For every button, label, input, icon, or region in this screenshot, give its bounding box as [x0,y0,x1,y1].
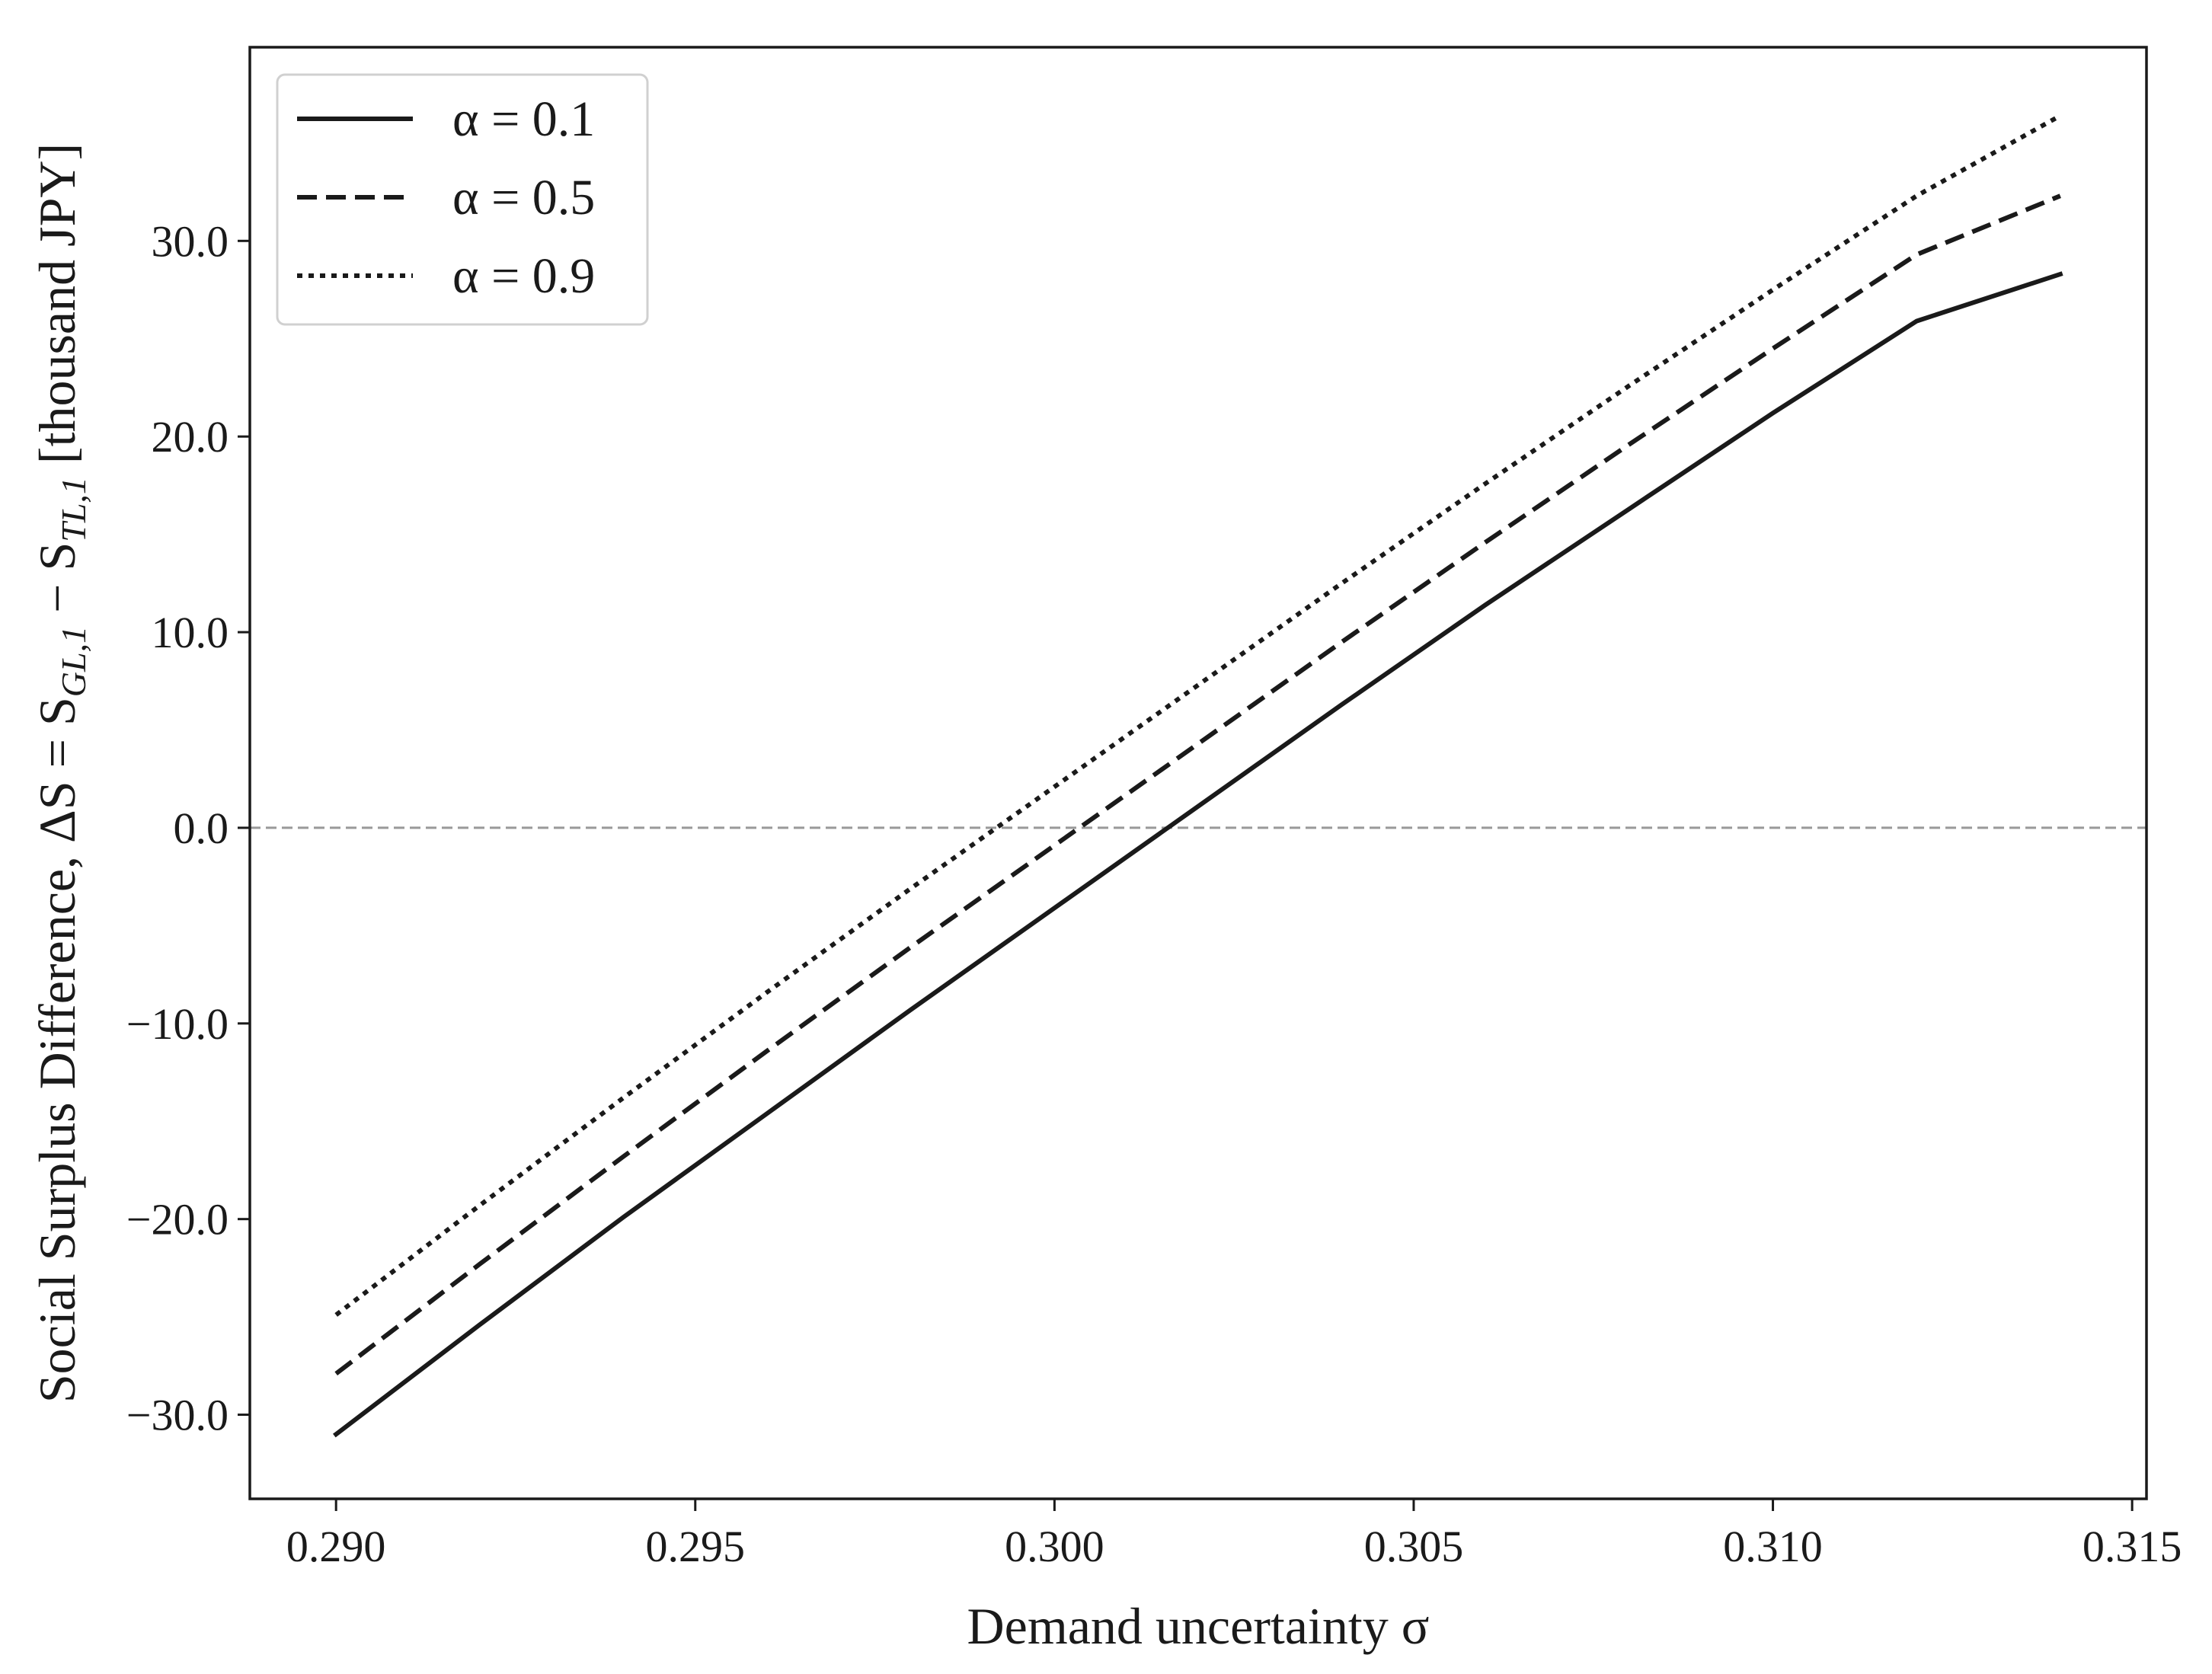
y-tick-label: −30.0 [126,1391,229,1440]
y-axis-label-subscript: GL,1 [54,626,93,697]
y-tick-label: 20.0 [152,412,229,462]
x-tick-label: 0.315 [2083,1522,2182,1571]
x-tick-label: 0.295 [646,1522,746,1571]
legend-box [276,73,649,326]
x-tick-label: 0.300 [1005,1522,1104,1571]
legend: α = 0.1 α = 0.5 α = 0.9 [276,73,649,326]
y-tick-label: −20.0 [126,1195,229,1244]
legend-label-3: α = 0.9 [452,248,595,304]
legend-label-2: α = 0.5 [452,170,595,225]
series-lines [332,113,2063,1438]
axes: 0.290 0.295 0.300 0.305 0.310 0.315 −30.0 −20.0… [28,46,2182,1655]
x-axis-label: Demand uncertainty σ [967,1597,1430,1655]
y-axis-label-part: Social Surplus Difference, ΔS = S [28,697,86,1403]
y-tick-label: 0.0 [174,803,229,853]
y-axis-label-part: − S [28,542,86,626]
y-tick-label: 30.0 [152,216,229,266]
series-line-1 [332,271,2063,1438]
series-line-3 [334,113,2062,1317]
plot-frame [248,46,2148,1500]
series-line-2 [334,193,2061,1375]
y-tick-label: 10.0 [152,608,229,657]
y-axis-label: Social Surplus Difference, ΔS = SGL,1 − … [28,143,93,1403]
legend-label-1: α = 0.1 [452,91,595,147]
y-axis-label-subscript: TL,1 [54,477,93,542]
y-axis-label-part: [thousand JPY] [28,143,86,477]
x-tick-label: 0.310 [1723,1522,1823,1571]
y-tick-label: −10.0 [126,999,229,1049]
x-tick-label: 0.305 [1364,1522,1464,1571]
x-tick-label: 0.290 [286,1522,386,1571]
